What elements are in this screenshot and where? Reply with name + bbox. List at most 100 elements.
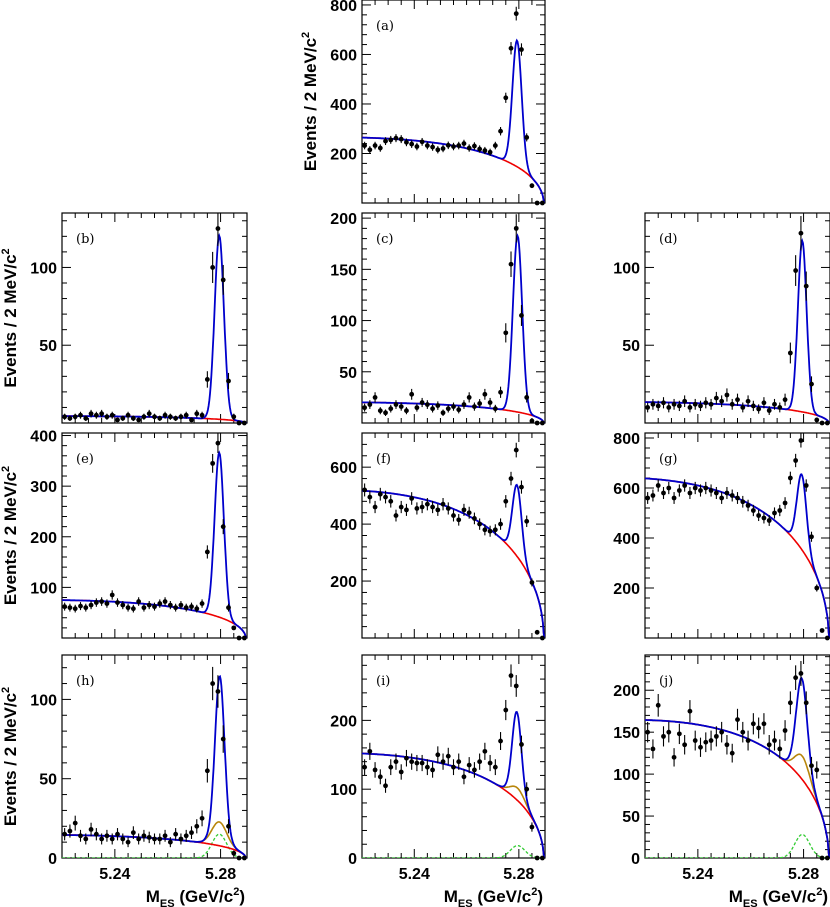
data-point [141,833,147,839]
data-point [72,606,78,612]
data-point [435,147,441,153]
data-point [803,283,809,289]
data-point [798,671,804,676]
data-point [456,759,462,765]
data-point [419,760,425,766]
data-point [383,138,388,144]
y-tick-label: 50 [339,365,357,382]
data-point [125,839,131,845]
data-point [655,702,661,708]
data-point [692,401,698,407]
data-point [782,728,788,733]
data-point [482,148,488,153]
data-point [430,504,435,510]
data-point [524,134,530,140]
data-point [466,762,472,768]
data-point [456,517,462,523]
data-point [236,420,242,426]
data-point [503,707,509,713]
data-point [115,831,120,837]
data-point [136,417,142,423]
data-point [814,585,820,591]
data-point [729,493,735,498]
x-tick-label: 5.28 [503,866,534,883]
data-point [383,494,388,500]
data-point [824,420,830,426]
data-point [745,398,751,404]
data-point [682,483,688,488]
data-point [819,628,825,633]
data-point [477,146,483,152]
y-tick-label: 150 [613,725,640,742]
data-point [424,764,430,770]
data-point [388,406,394,412]
data-point [676,488,682,493]
data-point [698,488,703,493]
panel-label: (g) [659,452,677,467]
data-point [414,760,420,766]
data-point [761,721,767,727]
panel-f: 200 400 600 (f) [330,432,546,641]
data-point [503,95,509,101]
data-point [178,414,184,420]
data-point [236,855,242,861]
data-point [451,404,456,410]
y-tick-label: 100 [330,782,357,799]
data-point [703,400,709,406]
y-tick-label: 400 [30,429,57,446]
data-point [692,485,698,491]
y-tick-label: 200 [330,574,357,591]
data-point [183,412,189,418]
data-point [814,767,820,773]
data-point [793,458,799,463]
data-point [194,606,200,612]
data-point [729,750,735,756]
data-point [519,742,524,747]
data-point [167,414,173,420]
data-point [461,141,467,146]
data-point [777,405,783,410]
data-point [671,754,677,760]
total-fit-curve [645,676,830,858]
data-point [162,599,168,604]
data-point [666,485,672,491]
y-tick-label: 100 [30,692,57,709]
data-point [130,830,136,836]
data-point [513,225,519,231]
data-point [115,417,120,423]
panel-label: (f) [376,452,391,467]
data-point [78,412,83,418]
data-point [761,400,767,406]
data-point [377,408,383,414]
y-tick-label: 0 [48,851,57,868]
data-point [650,493,656,498]
data-point [824,635,830,641]
y-tick-label: 100 [613,767,640,784]
data-point [461,774,467,780]
data-point [498,521,503,527]
data-point [724,392,730,398]
data-point [67,828,73,834]
panel-label: (j) [659,674,673,689]
data-point [534,200,540,206]
data-point [508,45,514,51]
data-point [682,742,688,748]
data-point [194,411,200,417]
data-point [435,752,441,758]
data-point [236,635,242,641]
data-point [226,605,231,611]
data-point [194,823,200,829]
data-point [210,681,216,686]
data-point [146,411,152,417]
x-tick-label: 5.28 [788,866,819,883]
data-point [498,389,503,395]
data-point [367,147,373,153]
y-tick-label: 50 [622,809,640,826]
total-fit-curve [362,483,545,638]
data-point [125,605,131,611]
data-point [735,717,740,722]
data-point [167,839,173,845]
panel-e: 100 200 300 400 (e) Events / 2 MeV/c2 [0,429,248,641]
data-point [104,601,110,606]
data-point [740,729,746,735]
